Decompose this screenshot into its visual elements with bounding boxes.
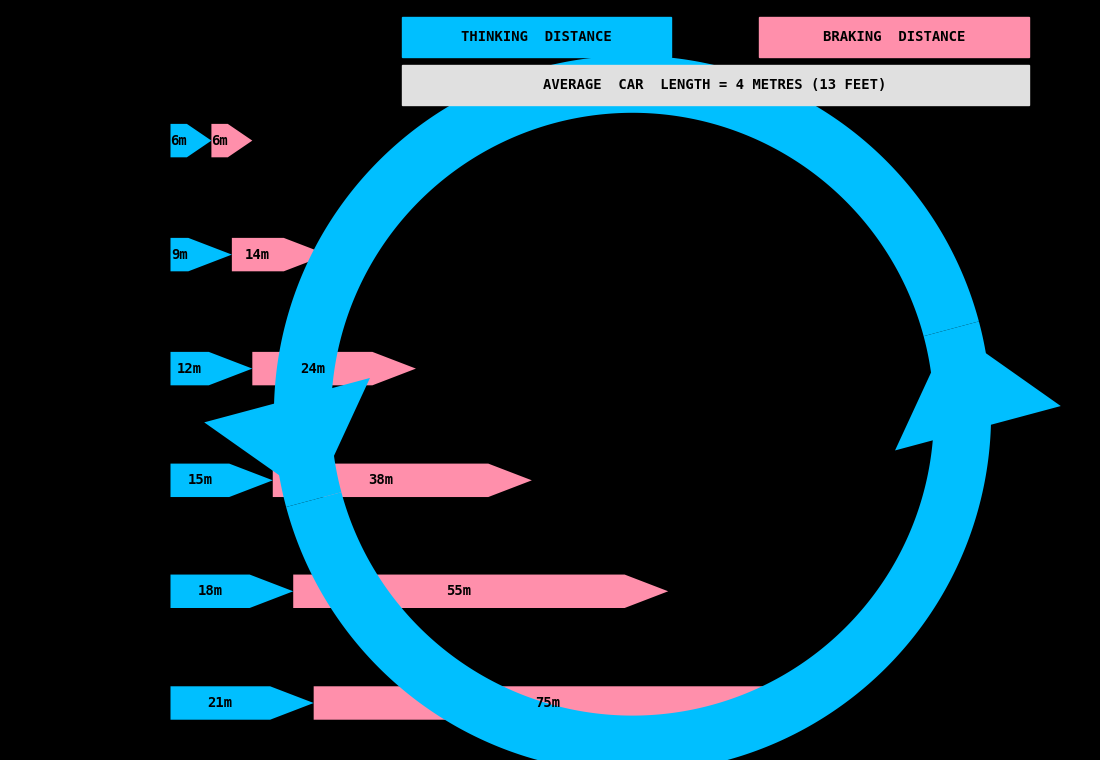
Text: THINKING  DISTANCE: THINKING DISTANCE xyxy=(461,30,612,44)
Text: 55m: 55m xyxy=(447,584,472,598)
Text: 14m: 14m xyxy=(245,248,271,261)
Text: AVERAGE  CAR  LENGTH = 4 METRES (13 FEET): AVERAGE CAR LENGTH = 4 METRES (13 FEET) xyxy=(543,78,887,92)
FancyBboxPatch shape xyxy=(759,17,1028,57)
Text: 15m: 15m xyxy=(187,473,212,487)
Polygon shape xyxy=(170,575,294,608)
Polygon shape xyxy=(205,378,370,499)
Text: 6m: 6m xyxy=(211,134,228,147)
Text: BRAKING  DISTANCE: BRAKING DISTANCE xyxy=(823,30,965,44)
Polygon shape xyxy=(286,321,991,760)
Text: 6m: 6m xyxy=(170,134,187,147)
Polygon shape xyxy=(170,352,252,385)
FancyBboxPatch shape xyxy=(402,65,1028,105)
Polygon shape xyxy=(895,329,1060,451)
Polygon shape xyxy=(252,352,416,385)
Text: 9m: 9m xyxy=(170,248,188,261)
Polygon shape xyxy=(274,55,979,507)
Polygon shape xyxy=(314,686,825,720)
Text: 75m: 75m xyxy=(535,696,560,710)
Polygon shape xyxy=(170,686,314,720)
Polygon shape xyxy=(273,464,531,497)
Text: 18m: 18m xyxy=(198,584,222,598)
Text: 21m: 21m xyxy=(208,696,233,710)
Polygon shape xyxy=(170,464,273,497)
Polygon shape xyxy=(211,124,252,157)
Text: 12m: 12m xyxy=(177,362,202,375)
Polygon shape xyxy=(170,124,211,157)
Polygon shape xyxy=(232,238,328,271)
Polygon shape xyxy=(294,575,668,608)
FancyBboxPatch shape xyxy=(402,17,671,57)
Text: 38m: 38m xyxy=(368,473,393,487)
Polygon shape xyxy=(170,238,232,271)
Text: 24m: 24m xyxy=(300,362,324,375)
